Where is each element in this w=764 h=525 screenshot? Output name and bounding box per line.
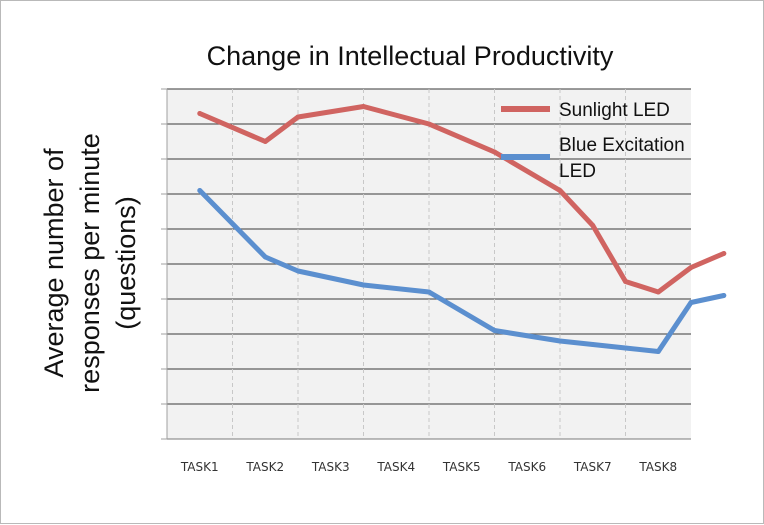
series-1-point-7 xyxy=(557,188,563,193)
series-1-point-1 xyxy=(197,111,203,116)
series-2-point-2 xyxy=(262,254,268,260)
series-2-point-8 xyxy=(590,342,596,347)
legend: Sunlight LED Blue Excitation LED xyxy=(501,100,685,182)
series-1-point-6 xyxy=(492,149,497,155)
grid xyxy=(161,88,691,440)
series-2-point-11 xyxy=(688,300,694,305)
axes xyxy=(166,89,691,440)
series-1-point-3 xyxy=(295,114,301,120)
series-lines xyxy=(197,104,727,354)
series-1-point-12 xyxy=(721,251,727,256)
legend-label-2-line-1: Blue Excitation xyxy=(559,135,685,156)
legend-label-2-line-2: LED xyxy=(559,161,596,182)
chart-title: Change in Intellectual Productivity xyxy=(207,41,614,71)
y-axis-label-line-3: (questions) xyxy=(111,196,141,330)
series-2-point-9 xyxy=(623,345,628,351)
series-1-point-8 xyxy=(590,223,596,228)
x-tick-label-3: TASK3 xyxy=(311,460,350,474)
series-2-point-1 xyxy=(197,188,203,193)
series-1-point-10 xyxy=(655,289,661,295)
x-tick-label-2: TASK2 xyxy=(245,460,284,474)
series-2-point-3 xyxy=(295,268,301,274)
series-2-point-12 xyxy=(721,293,727,298)
legend-label-1-line-1: Sunlight LED xyxy=(559,100,670,121)
series-1-point-4 xyxy=(361,104,366,109)
y-axis-label-line-1: Average number of xyxy=(39,148,69,378)
series-2-point-5 xyxy=(426,289,432,295)
series-1-point-11 xyxy=(688,265,694,270)
series-line-1 xyxy=(197,104,727,295)
x-tick-label-7: TASK7 xyxy=(573,460,612,474)
series-1-point-9 xyxy=(623,279,628,284)
y-axis-label-line-2: responses per minute xyxy=(75,133,105,393)
x-axis-tick-labels: TASK1 TASK2 TASK3 TASK4 TASK5 TASK6 TASK7 TASK8 xyxy=(180,460,677,474)
x-tick-label-6: TASK6 xyxy=(507,460,546,474)
y-axis-label: Average number of responses per minute (… xyxy=(39,133,141,393)
x-tick-label-5: TASK5 xyxy=(442,460,481,474)
series-2-point-10 xyxy=(655,349,661,354)
series-2-point-7 xyxy=(557,338,563,344)
series-2-point-6 xyxy=(492,328,497,333)
x-tick-label-1: TASK1 xyxy=(180,460,219,474)
series-1-point-5 xyxy=(426,121,432,127)
x-tick-label-4: TASK4 xyxy=(376,460,415,474)
series-1-point-2 xyxy=(262,139,268,144)
series-line-2 xyxy=(197,188,727,354)
x-tick-label-8: TASK8 xyxy=(638,460,677,474)
series-2-point-4 xyxy=(361,282,366,288)
